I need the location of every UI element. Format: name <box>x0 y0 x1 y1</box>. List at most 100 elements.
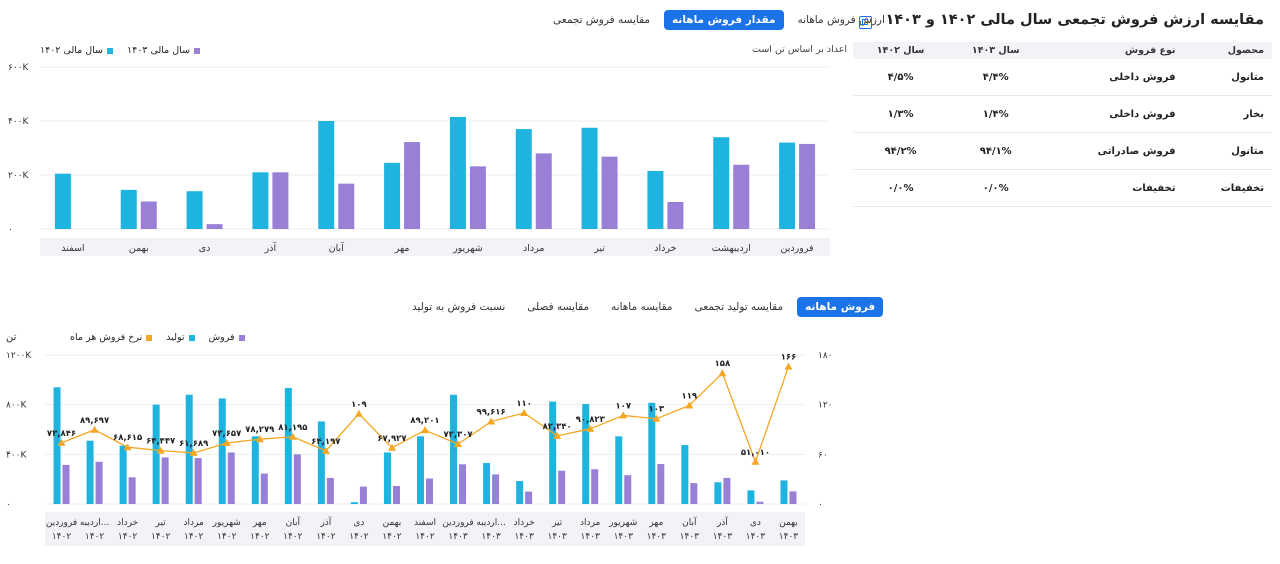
sales-rate-data-label: ۱۱۰ <box>516 399 532 409</box>
x-tick-year: ۱۴۰۲ <box>217 532 237 542</box>
sales-rate-point <box>222 439 231 447</box>
x-tick-year: ۱۴۰۲ <box>184 532 204 542</box>
sales-rate-point <box>520 408 529 416</box>
x-tick-label: دی <box>199 243 211 254</box>
x-tick-year: ۱۴۰۲ <box>349 532 369 542</box>
x-tick-month: آذر <box>716 516 728 528</box>
table-header-row: محصول نوع فروش سال ۱۴۰۳ سال ۱۴۰۲ <box>853 42 1272 59</box>
bar-sales <box>161 457 169 504</box>
y-tick-label: ۲۰۰K <box>8 171 30 181</box>
bar-1402 <box>384 162 401 229</box>
sales-rate-data-label: ۶۱,۶۸۹ <box>179 439 209 449</box>
bar-sales <box>756 501 764 504</box>
legend-item-sales[interactable]: فروش <box>209 332 245 343</box>
page-title: مقایسه ارزش فروش تجمعی سال مالی ۱۴۰۲ و ۱… <box>885 12 1264 28</box>
sales-rate-data-label: ۱۵۸ <box>715 359 731 369</box>
bar-1402 <box>318 121 335 229</box>
x-axis-band <box>40 238 830 256</box>
tab-cumulative-production[interactable]: مقایسه تولید تجمعی <box>694 301 784 313</box>
sales-rate-data-label: ۷۸,۲۷۹ <box>245 425 275 435</box>
bar-1403 <box>799 143 816 229</box>
bar-production <box>681 445 689 504</box>
bar-sales <box>359 486 367 504</box>
header-1403: سال ۱۴۰۳ <box>948 42 1044 59</box>
x-tick-month: مرداد <box>184 518 204 528</box>
cell-1402: ۰/۰% <box>853 169 949 207</box>
tab-seasonal-comparison[interactable]: مقایسه فصلی <box>527 301 590 313</box>
bar-production <box>417 436 424 504</box>
left-tick-label: ۸۰۰K <box>6 401 28 411</box>
sales-rate-point <box>553 431 562 439</box>
x-tick-year: ۱۴۰۲ <box>283 532 303 542</box>
x-tick-year: ۱۴۰۳ <box>713 532 733 542</box>
sales-rate-data-label: ۸۹,۶۹۷ <box>80 416 110 426</box>
x-tick-month: اردیبه... <box>80 518 110 528</box>
x-tick-year: ۱۴۰۳ <box>746 532 766 542</box>
bar-production <box>119 445 127 504</box>
left-tick-label: ۴۰۰K <box>6 450 28 460</box>
tab-sales-to-production-ratio[interactable]: نسبت فروش به تولید <box>412 301 506 313</box>
right-tick-label: ۱۲۰ <box>818 401 833 411</box>
sales-rate-data-label: ۶۸,۶۱۵ <box>113 433 142 443</box>
bar-production <box>53 387 61 504</box>
x-tick-month: خرداد <box>514 518 535 528</box>
legend-item-production[interactable]: تولید <box>166 332 195 343</box>
x-tick-month: اردیبه... <box>476 518 506 528</box>
x-tick-year: ۱۴۰۲ <box>382 532 402 542</box>
x-tick-label: تیر <box>593 243 605 254</box>
x-tick-month: مهر <box>252 518 267 528</box>
legend-item-1403[interactable]: سال مالی ۱۴۰۳ <box>127 45 201 56</box>
sales-rate-point <box>189 448 198 456</box>
bar-sales <box>690 483 698 504</box>
legend-item-sales-rate[interactable]: نرخ فروش هر ماه <box>70 332 153 343</box>
x-tick-year: ۱۴۰۲ <box>85 532 105 542</box>
monthly-production-sales-chart: ۰ ۴۰۰K ۸۰۰K ۱۲۰۰K ۰ ۶۰ ۱۲۰ ۱۸۰ فروردین ۱۴۰۲ اردیبه… <box>6 351 833 546</box>
left-tick-label: ۱۲۰۰K <box>6 351 32 361</box>
x-tick-month: فروردین <box>46 518 77 528</box>
tab-monthly-sales[interactable]: فروش ماهانه <box>797 297 884 317</box>
x-tick-year: ۱۴۰۲ <box>250 532 270 542</box>
sales-rate-data-label: ۱۰۷ <box>615 401 631 411</box>
bar-sales <box>392 485 400 504</box>
bar-sales <box>426 478 433 504</box>
sales-rate-point <box>454 440 463 448</box>
x-tick-label: اسفند <box>61 243 84 254</box>
tab-cumulative-sales[interactable]: مقایسه فروش تجمعی <box>553 14 651 26</box>
cell-sale-type: فروش داخلی <box>1043 59 1184 96</box>
table-row: تخفیفات تخفیفات ۰/۰% ۰/۰% <box>853 169 1272 207</box>
tab-monthly-comparison[interactable]: مقایسه ماهانه <box>611 301 673 313</box>
sales-rate-point <box>123 443 132 451</box>
bar-1403 <box>469 166 486 229</box>
bar-production <box>516 481 524 504</box>
tab-monthly-sales-quantity[interactable]: مقدار فروش ماهانه <box>664 10 784 30</box>
export-icon[interactable] <box>859 16 872 29</box>
tab-monthly-sales-value[interactable]: ارزش فروش ماهانه <box>797 14 885 26</box>
cell-product: متانول <box>1183 59 1272 96</box>
cell-1402: ۹۴/۲% <box>853 132 949 170</box>
bar-production <box>483 463 491 504</box>
sales-rate-data-label: ۸۹,۲۰۱ <box>410 416 439 426</box>
bar-1403 <box>338 183 355 229</box>
bar-1403 <box>206 224 223 229</box>
y-tick-label: ۴۰۰K <box>8 117 30 127</box>
sales-rate-point <box>354 409 363 417</box>
x-tick-year: ۱۴۰۳ <box>514 532 534 542</box>
sales-rate-point <box>685 401 694 409</box>
sales-rate-data-label: ۶۷,۹۲۷ <box>377 434 407 444</box>
cell-1403: ۴/۴% <box>948 59 1044 96</box>
bar-1403 <box>535 153 552 229</box>
x-tick-year: ۱۴۰۲ <box>415 532 435 542</box>
x-tick-label: فروردین <box>781 243 814 254</box>
x-tick-label: آبان <box>329 241 345 254</box>
cell-product: بخار <box>1183 95 1272 133</box>
cell-1403: ۱/۴% <box>948 95 1044 133</box>
x-tick-month: مهر <box>648 518 663 528</box>
bar-1402 <box>647 170 664 229</box>
x-tick-month: شهریور <box>212 518 241 528</box>
legend-item-1402[interactable]: سال مالی ۱۴۰۲ <box>40 45 114 56</box>
table-row: بخار فروش داخلی ۱/۴% ۱/۳% <box>853 95 1272 133</box>
bar-production <box>218 398 226 504</box>
bar-sales <box>789 491 797 504</box>
bar-sales <box>492 474 500 504</box>
x-tick-year: ۱۴۰۳ <box>548 532 568 542</box>
